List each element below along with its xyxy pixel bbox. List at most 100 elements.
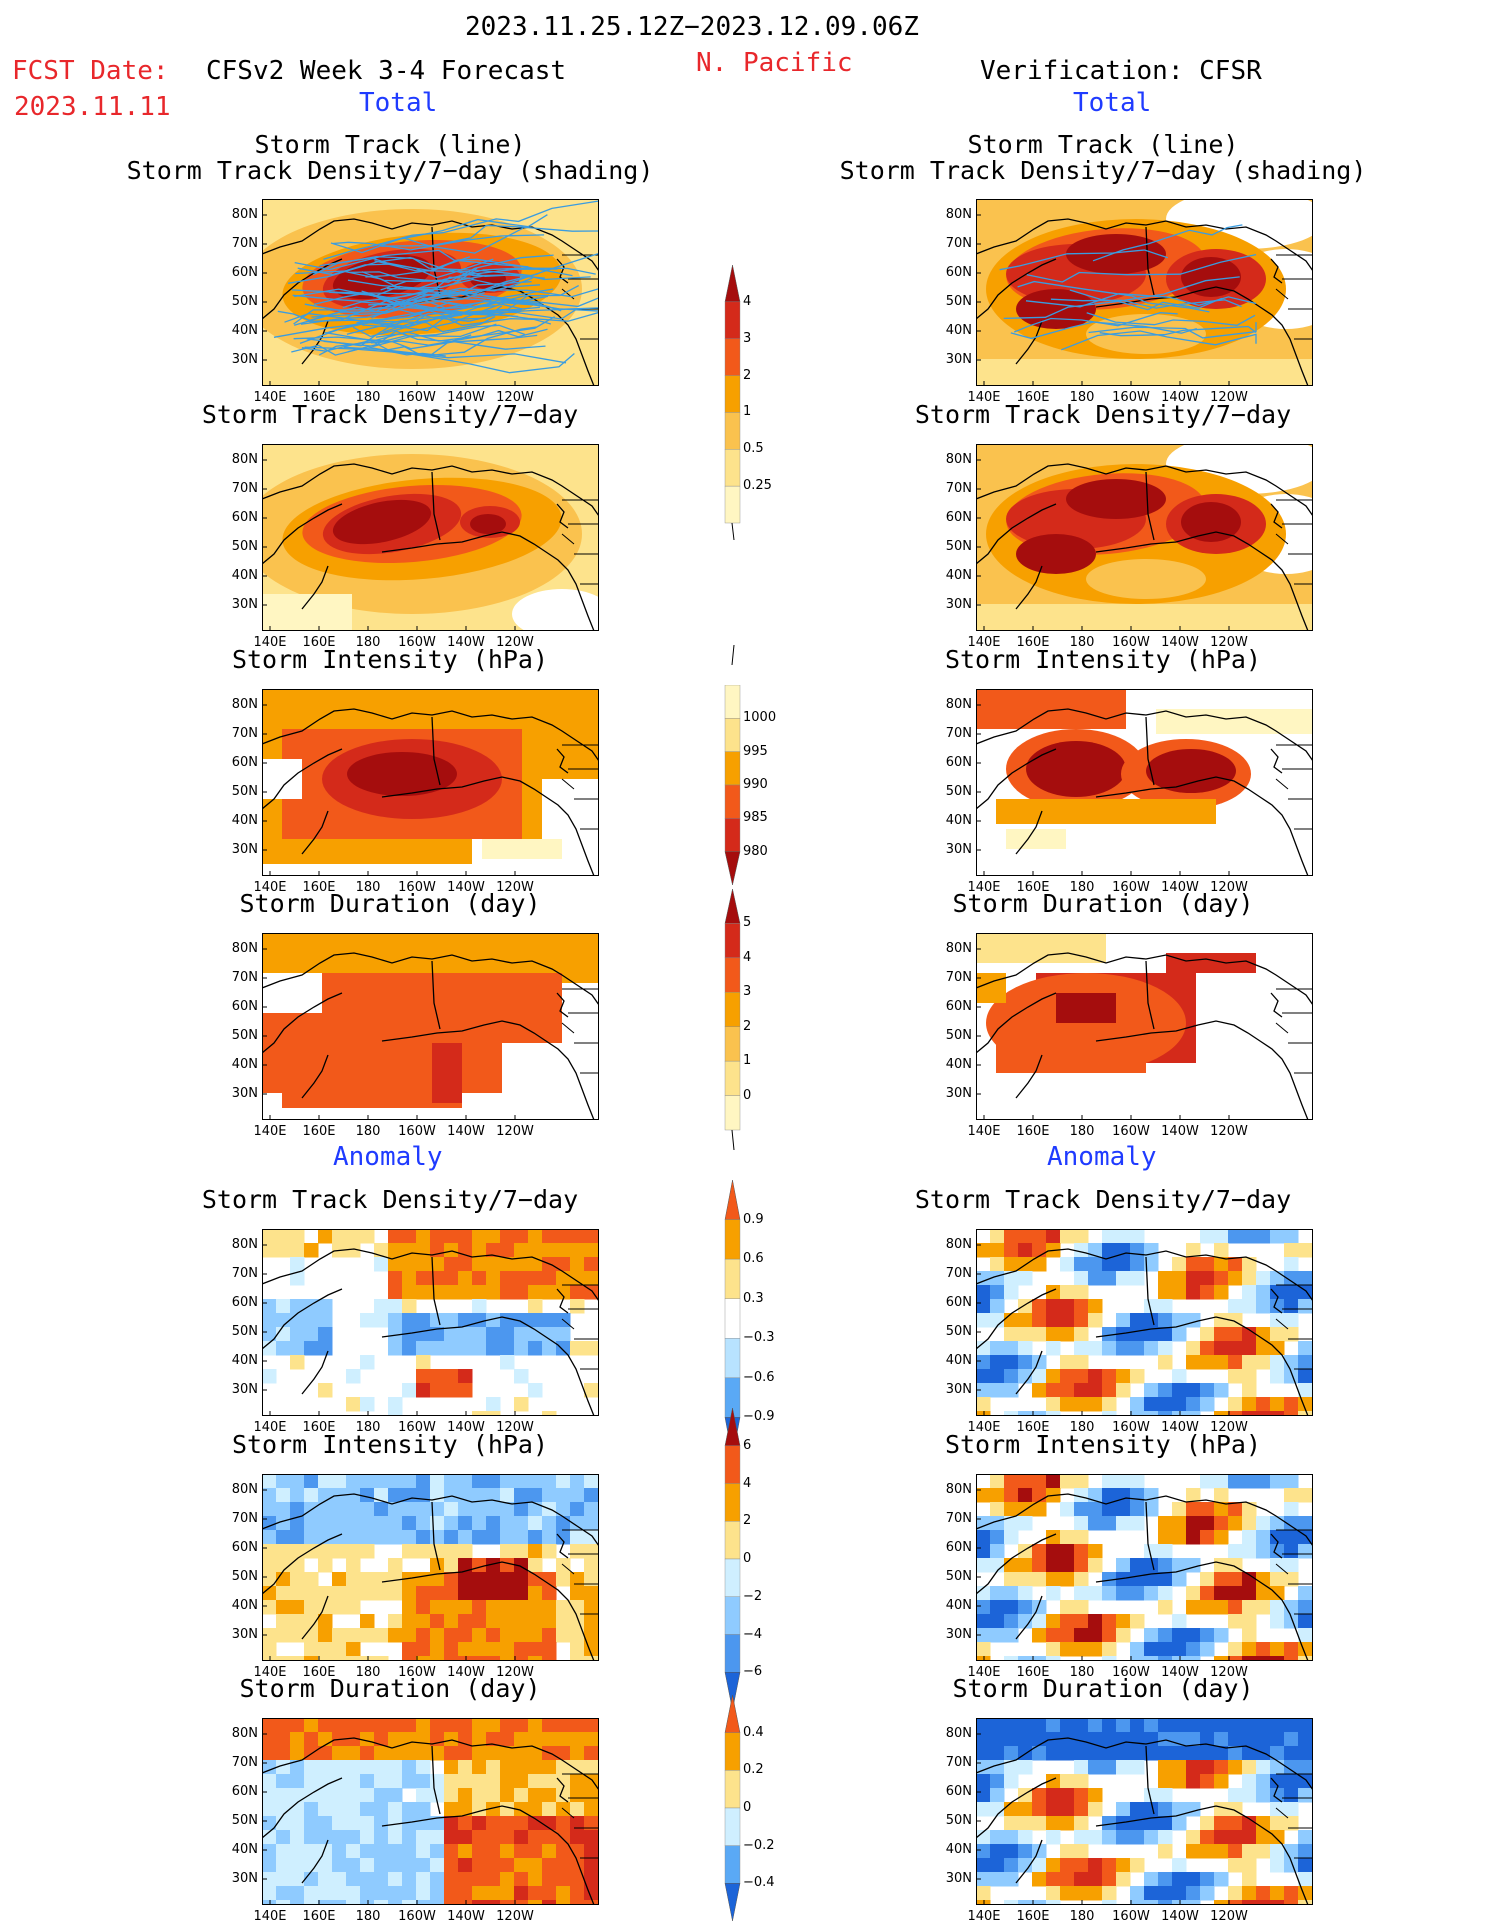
shade-cell — [430, 1369, 445, 1384]
shade-cell — [514, 1656, 529, 1661]
shade-cell — [990, 1718, 1005, 1733]
shade-cell — [990, 1746, 1005, 1761]
shade-cell — [1004, 1558, 1019, 1573]
shade-cell — [402, 1844, 417, 1859]
shade-cell — [500, 1816, 515, 1831]
shade-cell — [472, 1600, 487, 1615]
shade-cell — [1116, 1474, 1131, 1489]
shade-cell — [1256, 1900, 1271, 1905]
shade-cell — [388, 1844, 403, 1859]
shade-cell — [976, 1732, 991, 1747]
shade-cell — [1298, 1355, 1313, 1370]
shade-cell — [458, 1383, 473, 1398]
shade-cell — [1270, 1586, 1285, 1601]
shade-cell — [374, 1572, 389, 1587]
shade-cell — [290, 1488, 305, 1503]
border-line — [431, 471, 441, 541]
shade-cell — [1284, 1502, 1299, 1517]
shade-cell — [1102, 1656, 1117, 1661]
shade-cell — [990, 1299, 1005, 1314]
storm-track-line — [361, 271, 545, 283]
shade-cell — [290, 1530, 305, 1545]
storm-track-line — [292, 276, 474, 303]
shade-cell — [1228, 1886, 1243, 1901]
shade-cell — [304, 1341, 319, 1356]
map-frame — [976, 689, 1313, 876]
shade-cell — [444, 1732, 459, 1747]
border-line — [1145, 226, 1155, 296]
shade-cell — [542, 1572, 557, 1587]
shade-cell — [1200, 1642, 1215, 1657]
shade-cell — [402, 1816, 417, 1831]
lat-label: 70N — [945, 1266, 972, 1281]
canada-coast-detail — [556, 992, 569, 1018]
shade-cell — [304, 1844, 319, 1859]
shade-cell — [1032, 1802, 1047, 1817]
japan-coastline — [1015, 565, 1043, 610]
shade-cell — [1060, 1544, 1075, 1559]
shade-cell — [1298, 1488, 1313, 1503]
storm-track-line — [323, 214, 548, 260]
shade-cell — [990, 1243, 1005, 1258]
shade-cell — [458, 1474, 473, 1489]
shade-cell — [360, 1355, 375, 1370]
shade-cell — [1102, 1830, 1117, 1845]
shade-cell — [262, 594, 352, 631]
shade-cell — [1186, 1341, 1201, 1356]
shade-cell — [570, 1488, 585, 1503]
shade-cell — [444, 1872, 459, 1887]
shade-cell — [332, 1229, 347, 1244]
shade-cell — [1158, 1802, 1173, 1817]
japan-coastline — [1015, 320, 1043, 365]
shade-cell — [1214, 1746, 1229, 1761]
shade-cell — [1060, 1628, 1075, 1643]
shade-cell — [472, 1271, 487, 1286]
shade-cell — [1270, 1271, 1285, 1286]
shade-cell — [416, 1271, 431, 1286]
shade-cell — [1088, 1271, 1103, 1286]
shade-cell — [402, 1886, 417, 1901]
shade-cell — [514, 1474, 529, 1489]
shade-cell — [1102, 1271, 1117, 1286]
shade-cell — [1004, 1257, 1019, 1272]
shade-cell — [1074, 1516, 1089, 1531]
shade-cell — [444, 1628, 459, 1643]
lon-label: 120W — [1210, 390, 1248, 405]
shade-cell — [290, 1341, 305, 1356]
shade-cell — [290, 1614, 305, 1629]
shade-cell — [1074, 1788, 1089, 1803]
shade-cell — [374, 1530, 389, 1545]
shade-cell — [458, 1369, 473, 1384]
shade-cell — [402, 1830, 417, 1845]
lon-label: 140E — [253, 880, 287, 895]
shade-cell — [402, 1474, 417, 1489]
shade-cell — [542, 1586, 557, 1601]
colorbar-tails — [731, 522, 735, 1151]
shade-cell — [444, 1830, 459, 1845]
shade-cell — [1186, 1383, 1201, 1398]
shade-cell — [1298, 1383, 1313, 1398]
shade-cell — [1156, 709, 1313, 734]
asia-coastline — [262, 748, 343, 810]
shade-cell — [556, 1516, 571, 1531]
shade-cell — [262, 1802, 277, 1817]
shade-cell — [1074, 1642, 1089, 1657]
shade-cell — [290, 1600, 305, 1615]
shade-cell — [472, 1586, 487, 1601]
shade-cell — [318, 1516, 333, 1531]
shade-cell — [1032, 1628, 1047, 1643]
shade-cell — [1172, 1774, 1187, 1789]
shade-cell — [388, 1872, 403, 1887]
shade-cell — [444, 1642, 459, 1657]
shade-cell — [1144, 1558, 1159, 1573]
shade-cell — [1186, 1530, 1201, 1545]
colorbar-label: 995 — [743, 743, 768, 759]
japan-coastline — [301, 1054, 329, 1099]
shade-cell — [318, 1642, 333, 1657]
shade-cell — [514, 1341, 529, 1356]
shade-cell — [528, 1872, 543, 1887]
shade-cell — [1004, 1488, 1019, 1503]
shade-cell — [458, 1844, 473, 1859]
panel-title-r6-right: Storm Duration (day) — [952, 1674, 1254, 1703]
shade-cell — [1270, 1544, 1285, 1559]
